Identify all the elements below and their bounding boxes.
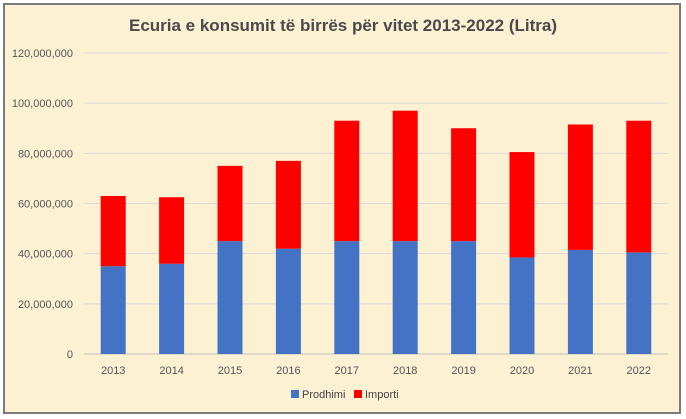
x-tick-label: 2013 xyxy=(101,365,125,377)
bar-importi-2020 xyxy=(509,152,535,258)
bar-prodhimi-2020 xyxy=(509,257,535,354)
chart-title: Ecuria e konsumit të birrës për vitet 20… xyxy=(129,16,557,35)
bar-prodhimi-2013 xyxy=(100,266,126,354)
bar-prodhimi-2017 xyxy=(334,241,360,354)
y-tick-label: 60,000,000 xyxy=(18,199,73,211)
x-tick-label: 2019 xyxy=(451,365,475,377)
y-tick-label: 40,000,000 xyxy=(18,249,73,261)
x-tick-label: 2014 xyxy=(159,365,183,377)
y-tick-label: 0 xyxy=(67,349,73,361)
x-tick-label: 2021 xyxy=(568,365,592,377)
y-tick-label: 80,000,000 xyxy=(18,148,73,160)
bar-importi-2022 xyxy=(626,120,652,253)
y-tick-label: 120,000,000 xyxy=(12,48,73,60)
bar-prodhimi-2018 xyxy=(392,241,418,354)
bars xyxy=(100,110,652,354)
bar-prodhimi-2014 xyxy=(159,263,185,354)
bar-importi-2015 xyxy=(217,165,243,242)
x-tick-label: 2022 xyxy=(627,365,651,377)
x-tick-label: 2018 xyxy=(393,365,417,377)
bar-importi-2021 xyxy=(567,124,593,250)
bar-prodhimi-2015 xyxy=(217,241,243,354)
bar-prodhimi-2016 xyxy=(275,248,301,354)
y-tick-label: 100,000,000 xyxy=(12,98,73,110)
bar-importi-2019 xyxy=(451,128,477,242)
legend-label-importi: Importi xyxy=(365,389,399,401)
x-tick-label: 2016 xyxy=(276,365,300,377)
bar-importi-2014 xyxy=(159,197,185,264)
legend: Prodhimi Importi xyxy=(291,389,399,401)
bar-importi-2013 xyxy=(100,195,126,267)
bar-prodhimi-2021 xyxy=(567,249,593,354)
x-tick-label: 2017 xyxy=(335,365,359,377)
y-axis-ticks: 0 20,000,000 40,000,000 60,000,000 80,000,00… xyxy=(12,48,73,361)
x-axis-ticks: 2013 2014 2015 2016 2017 2018 2019 2020 2021 2022 xyxy=(101,365,651,377)
x-tick-label: 2015 xyxy=(218,365,242,377)
legend-swatch-prodhimi xyxy=(291,390,299,398)
bar-importi-2016 xyxy=(275,160,301,249)
y-tick-label: 20,000,000 xyxy=(18,299,73,311)
bar-prodhimi-2022 xyxy=(626,252,652,354)
legend-label-prodhimi: Prodhimi xyxy=(302,389,345,401)
bar-importi-2017 xyxy=(334,120,360,242)
bar-prodhimi-2019 xyxy=(451,241,477,354)
bar-importi-2018 xyxy=(392,110,418,242)
x-tick-label: 2020 xyxy=(510,365,534,377)
legend-swatch-importi xyxy=(354,390,362,398)
